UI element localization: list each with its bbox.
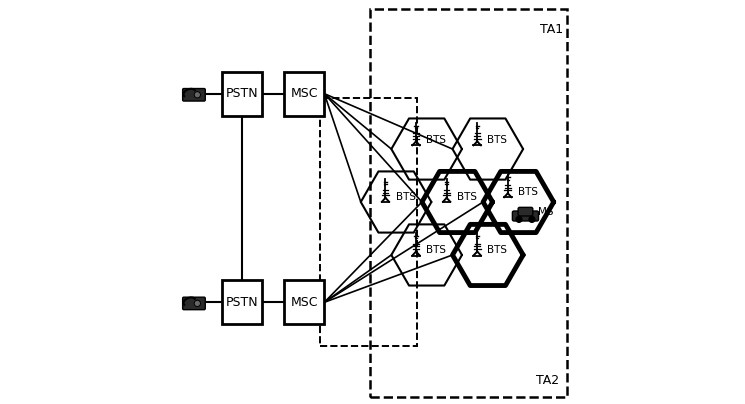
FancyBboxPatch shape [183,297,206,310]
Circle shape [516,217,522,222]
Text: TA1: TA1 [540,23,563,36]
Circle shape [529,217,535,222]
Text: MS: MS [539,207,554,217]
Circle shape [194,92,200,98]
FancyBboxPatch shape [222,72,262,116]
Text: BTS: BTS [426,135,446,145]
Text: BTS: BTS [487,245,507,255]
Text: MSC: MSC [291,87,318,100]
Circle shape [194,300,200,307]
Text: BTS: BTS [457,191,477,202]
Text: BTS: BTS [426,245,446,255]
Text: BTS: BTS [396,191,416,202]
FancyBboxPatch shape [285,280,324,324]
FancyBboxPatch shape [513,211,539,221]
Text: PSTN: PSTN [226,87,259,100]
Text: TA2: TA2 [536,374,559,387]
Text: BTS: BTS [518,187,538,197]
FancyBboxPatch shape [222,280,262,324]
FancyBboxPatch shape [518,207,533,216]
Text: PSTN: PSTN [226,296,259,309]
FancyBboxPatch shape [183,88,206,101]
Text: MSC: MSC [291,296,318,309]
FancyBboxPatch shape [285,72,324,116]
Text: BTS: BTS [487,135,507,145]
